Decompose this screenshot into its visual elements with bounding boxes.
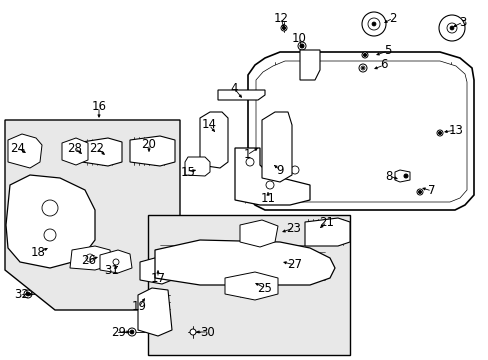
Text: 1: 1 — [243, 148, 250, 162]
Polygon shape — [82, 138, 122, 166]
Polygon shape — [262, 112, 291, 182]
Text: 21: 21 — [319, 216, 334, 229]
Text: 16: 16 — [91, 100, 106, 113]
Circle shape — [290, 166, 298, 174]
Text: 19: 19 — [131, 301, 146, 314]
Circle shape — [360, 66, 364, 70]
Circle shape — [265, 181, 273, 189]
Circle shape — [26, 292, 30, 296]
Text: 28: 28 — [67, 141, 82, 154]
Text: 23: 23 — [286, 221, 301, 234]
Circle shape — [17, 145, 27, 155]
Polygon shape — [5, 120, 180, 310]
Polygon shape — [235, 148, 309, 205]
Text: 18: 18 — [30, 247, 45, 260]
Circle shape — [282, 27, 285, 30]
Text: 12: 12 — [273, 12, 288, 24]
Text: 30: 30 — [200, 325, 215, 338]
Polygon shape — [299, 50, 319, 80]
Text: 8: 8 — [385, 170, 392, 183]
Circle shape — [438, 131, 441, 135]
Circle shape — [71, 148, 79, 156]
Text: 20: 20 — [141, 138, 156, 150]
Text: 31: 31 — [104, 264, 119, 276]
Text: 13: 13 — [447, 123, 463, 136]
Text: 3: 3 — [458, 15, 466, 28]
Polygon shape — [218, 90, 264, 100]
Circle shape — [403, 174, 407, 178]
Polygon shape — [62, 138, 88, 165]
Circle shape — [24, 290, 32, 298]
Text: 27: 27 — [287, 258, 302, 271]
Text: 26: 26 — [81, 253, 96, 266]
Polygon shape — [140, 256, 177, 284]
Text: 32: 32 — [15, 288, 29, 302]
Polygon shape — [70, 246, 112, 270]
Polygon shape — [138, 288, 172, 336]
Circle shape — [130, 330, 134, 334]
Polygon shape — [100, 250, 132, 273]
Text: 6: 6 — [380, 58, 387, 72]
Polygon shape — [155, 240, 334, 285]
Circle shape — [371, 22, 375, 26]
Circle shape — [449, 26, 453, 30]
Circle shape — [299, 44, 304, 48]
Text: 2: 2 — [388, 12, 396, 24]
Text: 15: 15 — [180, 166, 195, 179]
Text: 7: 7 — [427, 184, 435, 198]
Polygon shape — [305, 218, 349, 246]
Text: 14: 14 — [201, 118, 216, 131]
Polygon shape — [130, 136, 175, 166]
Circle shape — [446, 23, 456, 33]
Text: 9: 9 — [276, 163, 283, 176]
Text: 22: 22 — [89, 141, 104, 154]
Circle shape — [416, 189, 422, 195]
Circle shape — [128, 328, 136, 336]
Polygon shape — [394, 170, 409, 182]
Text: 11: 11 — [260, 192, 275, 204]
Circle shape — [245, 158, 253, 166]
Circle shape — [190, 329, 196, 335]
Text: 4: 4 — [230, 81, 237, 94]
Text: 25: 25 — [257, 282, 272, 294]
Text: 24: 24 — [10, 141, 25, 154]
Circle shape — [281, 25, 286, 31]
Polygon shape — [148, 215, 349, 355]
Text: 29: 29 — [111, 325, 126, 338]
Text: 5: 5 — [384, 45, 391, 58]
Circle shape — [438, 15, 464, 41]
Circle shape — [367, 18, 379, 30]
Text: 10: 10 — [291, 31, 306, 45]
Circle shape — [113, 259, 119, 265]
Polygon shape — [8, 134, 42, 168]
Circle shape — [86, 254, 94, 262]
Circle shape — [361, 52, 367, 58]
Polygon shape — [240, 220, 278, 247]
Circle shape — [418, 190, 421, 194]
Circle shape — [363, 54, 366, 57]
Circle shape — [361, 12, 385, 36]
Polygon shape — [6, 175, 95, 268]
Polygon shape — [184, 157, 209, 176]
Polygon shape — [200, 112, 227, 168]
Circle shape — [42, 200, 58, 216]
Polygon shape — [224, 272, 278, 300]
Polygon shape — [247, 52, 473, 210]
Text: 17: 17 — [150, 271, 165, 284]
Circle shape — [297, 42, 305, 50]
Circle shape — [44, 229, 56, 241]
Circle shape — [358, 64, 366, 72]
Circle shape — [436, 130, 442, 136]
Circle shape — [361, 67, 363, 69]
Polygon shape — [256, 61, 466, 202]
